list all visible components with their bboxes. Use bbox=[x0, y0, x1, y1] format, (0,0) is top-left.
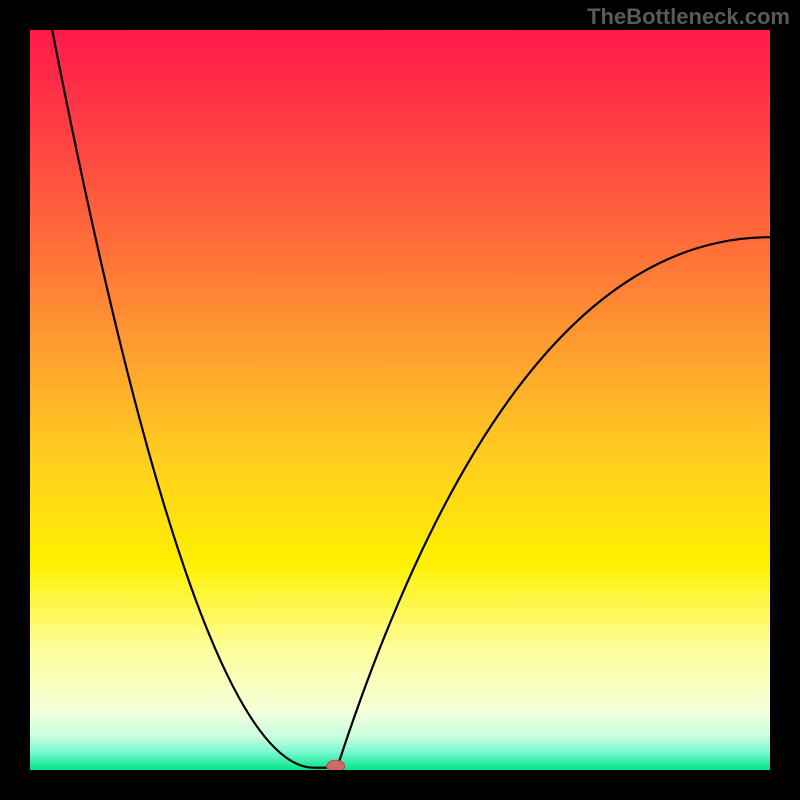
chart-frame: TheBottleneck.com bbox=[0, 0, 800, 800]
optimal-marker bbox=[327, 760, 345, 770]
plot-background bbox=[30, 30, 770, 770]
plot-area bbox=[30, 30, 770, 770]
chart-svg bbox=[30, 30, 770, 770]
watermark-label: TheBottleneck.com bbox=[587, 4, 790, 30]
